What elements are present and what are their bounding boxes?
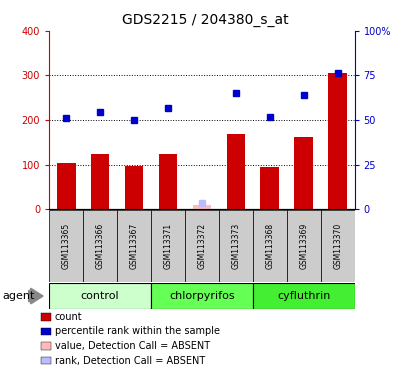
- Bar: [184, 210, 218, 282]
- Bar: [158, 154, 177, 209]
- Bar: [151, 283, 252, 309]
- Bar: [286, 210, 320, 282]
- Bar: [192, 205, 211, 209]
- Text: count: count: [54, 312, 82, 322]
- Text: GSM113365: GSM113365: [61, 223, 70, 269]
- Text: GDS2215 / 204380_s_at: GDS2215 / 204380_s_at: [121, 13, 288, 27]
- Bar: [260, 167, 279, 209]
- Text: GSM113369: GSM113369: [299, 223, 308, 269]
- Bar: [49, 210, 83, 282]
- FancyArrow shape: [29, 288, 43, 304]
- Bar: [49, 283, 151, 309]
- Bar: [218, 210, 252, 282]
- Text: GSM113368: GSM113368: [265, 223, 274, 269]
- Bar: [328, 73, 346, 209]
- Text: GSM113373: GSM113373: [231, 223, 240, 269]
- Text: value, Detection Call = ABSENT: value, Detection Call = ABSENT: [54, 341, 209, 351]
- Bar: [57, 163, 75, 209]
- Text: agent: agent: [2, 291, 34, 301]
- Bar: [192, 205, 211, 209]
- Bar: [90, 154, 109, 209]
- Text: percentile rank within the sample: percentile rank within the sample: [54, 326, 219, 336]
- Text: chlorpyrifos: chlorpyrifos: [169, 291, 234, 301]
- Text: GSM113366: GSM113366: [95, 223, 104, 269]
- Text: cyfluthrin: cyfluthrin: [276, 291, 330, 301]
- Text: GSM113371: GSM113371: [163, 223, 172, 269]
- Bar: [124, 166, 143, 209]
- Bar: [252, 210, 286, 282]
- Text: rank, Detection Call = ABSENT: rank, Detection Call = ABSENT: [54, 356, 204, 366]
- Text: GSM113372: GSM113372: [197, 223, 206, 269]
- Bar: [294, 137, 312, 209]
- Bar: [320, 210, 354, 282]
- Text: control: control: [81, 291, 119, 301]
- Bar: [252, 283, 354, 309]
- Text: GSM113367: GSM113367: [129, 223, 138, 269]
- Text: GSM113370: GSM113370: [333, 223, 342, 269]
- Bar: [83, 210, 117, 282]
- Bar: [151, 210, 184, 282]
- Bar: [226, 134, 245, 209]
- Bar: [117, 210, 151, 282]
